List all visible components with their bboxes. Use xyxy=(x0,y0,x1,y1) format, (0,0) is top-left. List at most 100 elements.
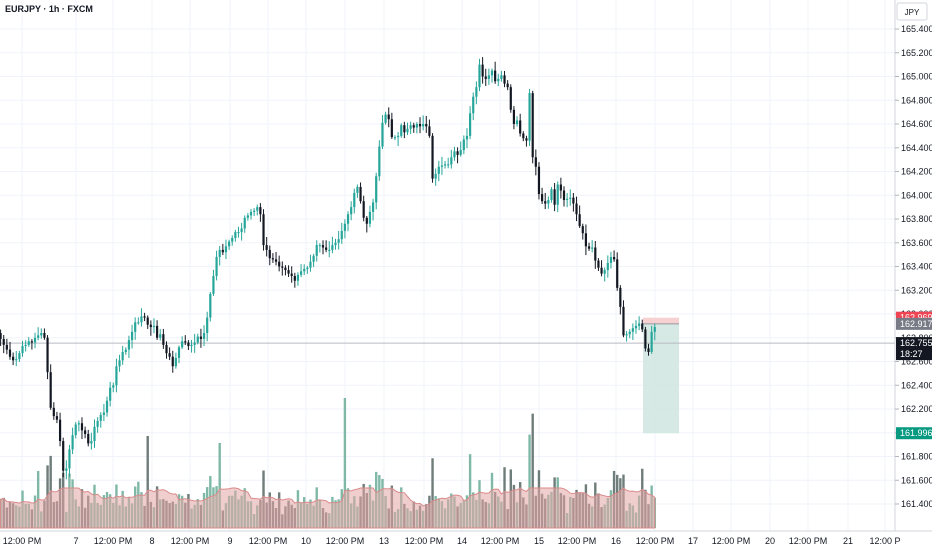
candle-body xyxy=(572,197,575,204)
candle-body xyxy=(306,267,309,269)
candle-body xyxy=(240,228,243,233)
price-axis[interactable] xyxy=(895,0,932,550)
candle-body xyxy=(569,197,572,199)
candle-body xyxy=(343,223,346,231)
candle-body xyxy=(315,245,318,256)
y-tick-label: 162.600 xyxy=(901,357,932,367)
candle-body xyxy=(37,335,40,338)
currency-button[interactable] xyxy=(896,2,928,21)
candle-body xyxy=(393,137,397,139)
candle-body xyxy=(556,184,559,205)
y-tick-label: 162.200 xyxy=(901,404,932,414)
candle-body xyxy=(484,76,487,79)
candle-body xyxy=(253,210,256,212)
y-tick-label: 164.600 xyxy=(901,119,932,129)
stop-loss-zone[interactable] xyxy=(643,317,679,324)
candle-body xyxy=(215,257,218,276)
candle-body xyxy=(312,255,315,262)
candle-body xyxy=(425,124,428,127)
candle-body xyxy=(293,276,296,281)
candle-body xyxy=(481,64,484,77)
x-tick-label: 12:00 P xyxy=(869,536,900,546)
candle-body xyxy=(77,423,80,425)
volume-bar xyxy=(343,398,347,528)
candle-body xyxy=(287,270,290,274)
candle-body xyxy=(387,114,390,120)
candle-body xyxy=(591,247,594,249)
x-tick-label: 14 xyxy=(457,536,467,546)
candle-body xyxy=(134,322,137,332)
candle-body xyxy=(52,407,55,417)
candle-body xyxy=(218,249,221,257)
candle-body xyxy=(2,338,5,345)
candle-body xyxy=(49,372,52,408)
candle-body xyxy=(265,245,268,250)
volume-bar xyxy=(528,434,531,528)
candle-body xyxy=(562,190,566,200)
candle-body xyxy=(638,323,641,326)
y-tick-label: 164.200 xyxy=(901,167,932,177)
candle-body xyxy=(156,325,159,338)
candle-body xyxy=(631,328,634,332)
candle-body xyxy=(550,189,553,200)
candle-body xyxy=(384,114,387,123)
candle-body xyxy=(337,239,340,243)
candle-body xyxy=(40,333,43,336)
y-tick-label: 161.400 xyxy=(901,499,932,509)
candle-body xyxy=(171,356,174,367)
position-zones xyxy=(643,317,679,434)
candle-body xyxy=(647,348,650,352)
volume-bar xyxy=(431,458,434,528)
candle-body xyxy=(221,249,224,253)
candle-body xyxy=(587,246,591,249)
candle-body xyxy=(553,189,556,205)
candle-body xyxy=(231,238,234,242)
candle-body xyxy=(428,126,431,136)
candle-body xyxy=(74,424,77,436)
candle-body xyxy=(540,194,544,202)
candle-body xyxy=(290,273,293,276)
candle-body xyxy=(422,124,425,127)
candle-body xyxy=(522,133,525,139)
candle-body xyxy=(459,150,462,155)
candle-body xyxy=(519,120,522,134)
candle-body xyxy=(21,346,24,354)
x-tick-label: 12:00 PM xyxy=(3,536,42,546)
candle-body xyxy=(465,135,469,140)
candle-body xyxy=(331,245,334,250)
candle-body xyxy=(612,257,616,260)
candle-body xyxy=(606,262,609,271)
candle-body xyxy=(271,258,275,260)
candle-body xyxy=(371,202,375,212)
x-tick-label: 12:00 PM xyxy=(789,536,828,546)
y-tick-label: 163.600 xyxy=(901,238,932,248)
y-tick-label: 165.000 xyxy=(901,72,932,82)
volume-bar xyxy=(531,413,534,528)
x-tick-label: 12:00 PM xyxy=(171,536,210,546)
candle-body xyxy=(490,70,494,76)
candle-body xyxy=(478,64,481,88)
take-profit-zone[interactable] xyxy=(643,323,679,434)
candle-body xyxy=(509,87,512,110)
candle-body xyxy=(440,165,444,167)
candle-body xyxy=(390,119,393,138)
candle-body xyxy=(33,337,37,343)
volume-bar xyxy=(218,443,221,528)
candle-body xyxy=(249,211,253,216)
x-tick-label: 12:00 PM xyxy=(405,536,444,546)
time-axis[interactable] xyxy=(0,531,932,550)
candle-body xyxy=(412,125,415,128)
candle-body xyxy=(162,334,165,345)
candle-body xyxy=(487,75,490,79)
x-tick-label: 12:00 PM xyxy=(326,536,365,546)
y-tick-label: 164.000 xyxy=(901,190,932,200)
current-price-label: 162.755 xyxy=(900,338,932,348)
candle-body xyxy=(8,349,12,357)
candle-body xyxy=(296,274,300,281)
candle-body xyxy=(309,261,312,268)
candle-body xyxy=(140,316,143,323)
candle-body xyxy=(281,266,284,268)
candle-body xyxy=(418,124,422,127)
